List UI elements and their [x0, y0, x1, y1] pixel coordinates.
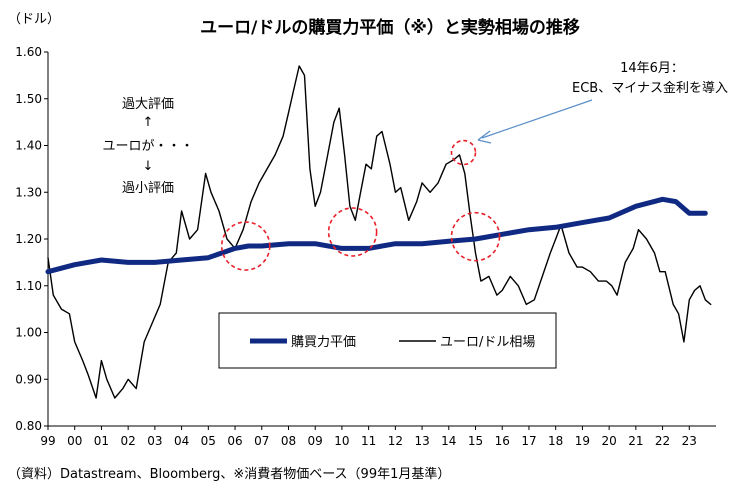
- series-group: [45, 65, 712, 399]
- y-tick-label: 0.90: [15, 372, 42, 386]
- callout-text: ECB、マイナス金利を導入: [572, 80, 728, 96]
- chart-title: ユーロ/ドルの購買力平価（※）と実勢相場の推移: [200, 17, 580, 38]
- highlight-circle: [220, 221, 271, 271]
- x-tick-label: 16: [495, 434, 510, 448]
- x-tick-label: 23: [682, 434, 697, 448]
- x-tick-label: 21: [628, 434, 643, 448]
- x-tick-label: 11: [361, 434, 376, 448]
- y-tick-label: 0.80: [15, 419, 42, 433]
- note-up-arrow: ↑: [143, 115, 154, 130]
- x-tick-label: 07: [254, 434, 269, 448]
- note-down-arrow: ↓: [143, 159, 154, 174]
- x-tick-label: 09: [308, 434, 323, 448]
- x-tick-label: 01: [94, 434, 109, 448]
- highlight-circle: [450, 139, 477, 166]
- legend-label-eurusd: ユーロ/ドル相場: [440, 335, 535, 350]
- x-tick-label: 00: [67, 434, 82, 448]
- x-tick-label: 20: [601, 434, 616, 448]
- x-tick-label: 02: [121, 434, 136, 448]
- x-tick-label: 99: [40, 434, 55, 448]
- y-tick-label: 1.20: [15, 232, 42, 246]
- left-notes: 過大評価 ↑ ユーロが・・・ ↓ 過小評価: [102, 97, 193, 196]
- note-undervalued: 過小評価: [122, 181, 174, 196]
- y-tick-label: 1.10: [15, 279, 42, 293]
- highlight-circle: [327, 207, 378, 257]
- legend-label-ppp: 購買力平価: [291, 335, 356, 350]
- ecb-callout: 14年6月： ECB、マイナス金利を導入: [477, 61, 728, 144]
- x-tick-label: 05: [201, 434, 216, 448]
- y-tick-label: 1.30: [15, 185, 42, 199]
- x-tick-label: 19: [575, 434, 590, 448]
- x-tick-label: 18: [548, 434, 563, 448]
- y-tick-label: 1.00: [15, 326, 42, 340]
- callout-arrowhead: [477, 130, 492, 144]
- y-axis-unit-label: （ドル）: [8, 12, 60, 27]
- legend: 購買力平価 ユーロ/ドル相場: [218, 312, 557, 369]
- source-note: （資料）Datastream、Bloomberg、※消費者物価ベース（99年1月…: [8, 466, 450, 482]
- highlight-circles: [220, 139, 501, 271]
- x-tick-label: 13: [414, 434, 429, 448]
- callout-arrow: [481, 99, 593, 139]
- x-tick-label: 12: [388, 434, 403, 448]
- series-line-eurusd: [47, 65, 712, 399]
- y-axis-ticks: 1.60 1.50 1.40 1.30 1.20 1.10 1.00 0.90 0.80: [15, 45, 48, 433]
- note-euro-is: ユーロが・・・: [102, 139, 193, 154]
- x-tick-label: 06: [227, 434, 242, 448]
- x-tick-label: 03: [147, 434, 162, 448]
- callout-date: 14年6月：: [620, 61, 684, 76]
- x-tick-label: 04: [174, 434, 189, 448]
- x-tick-label: 08: [281, 434, 296, 448]
- x-tick-label: 15: [468, 434, 483, 448]
- series-line-ppp: [45, 196, 708, 275]
- highlight-circle: [450, 211, 501, 262]
- x-tick-label: 22: [655, 434, 670, 448]
- x-tick-label: 17: [521, 434, 536, 448]
- x-tick-label: 14: [441, 434, 456, 448]
- y-tick-label: 1.50: [15, 92, 42, 106]
- y-tick-label: 1.40: [15, 139, 42, 153]
- x-axis-ticks: 99 00 01 02 03 04 05 06 07 08 09 10 11 12 13 14 15 16 17 18…: [40, 426, 697, 448]
- y-tick-label: 1.60: [15, 45, 42, 59]
- x-tick-label: 10: [334, 434, 349, 448]
- note-overvalued: 過大評価: [122, 97, 174, 112]
